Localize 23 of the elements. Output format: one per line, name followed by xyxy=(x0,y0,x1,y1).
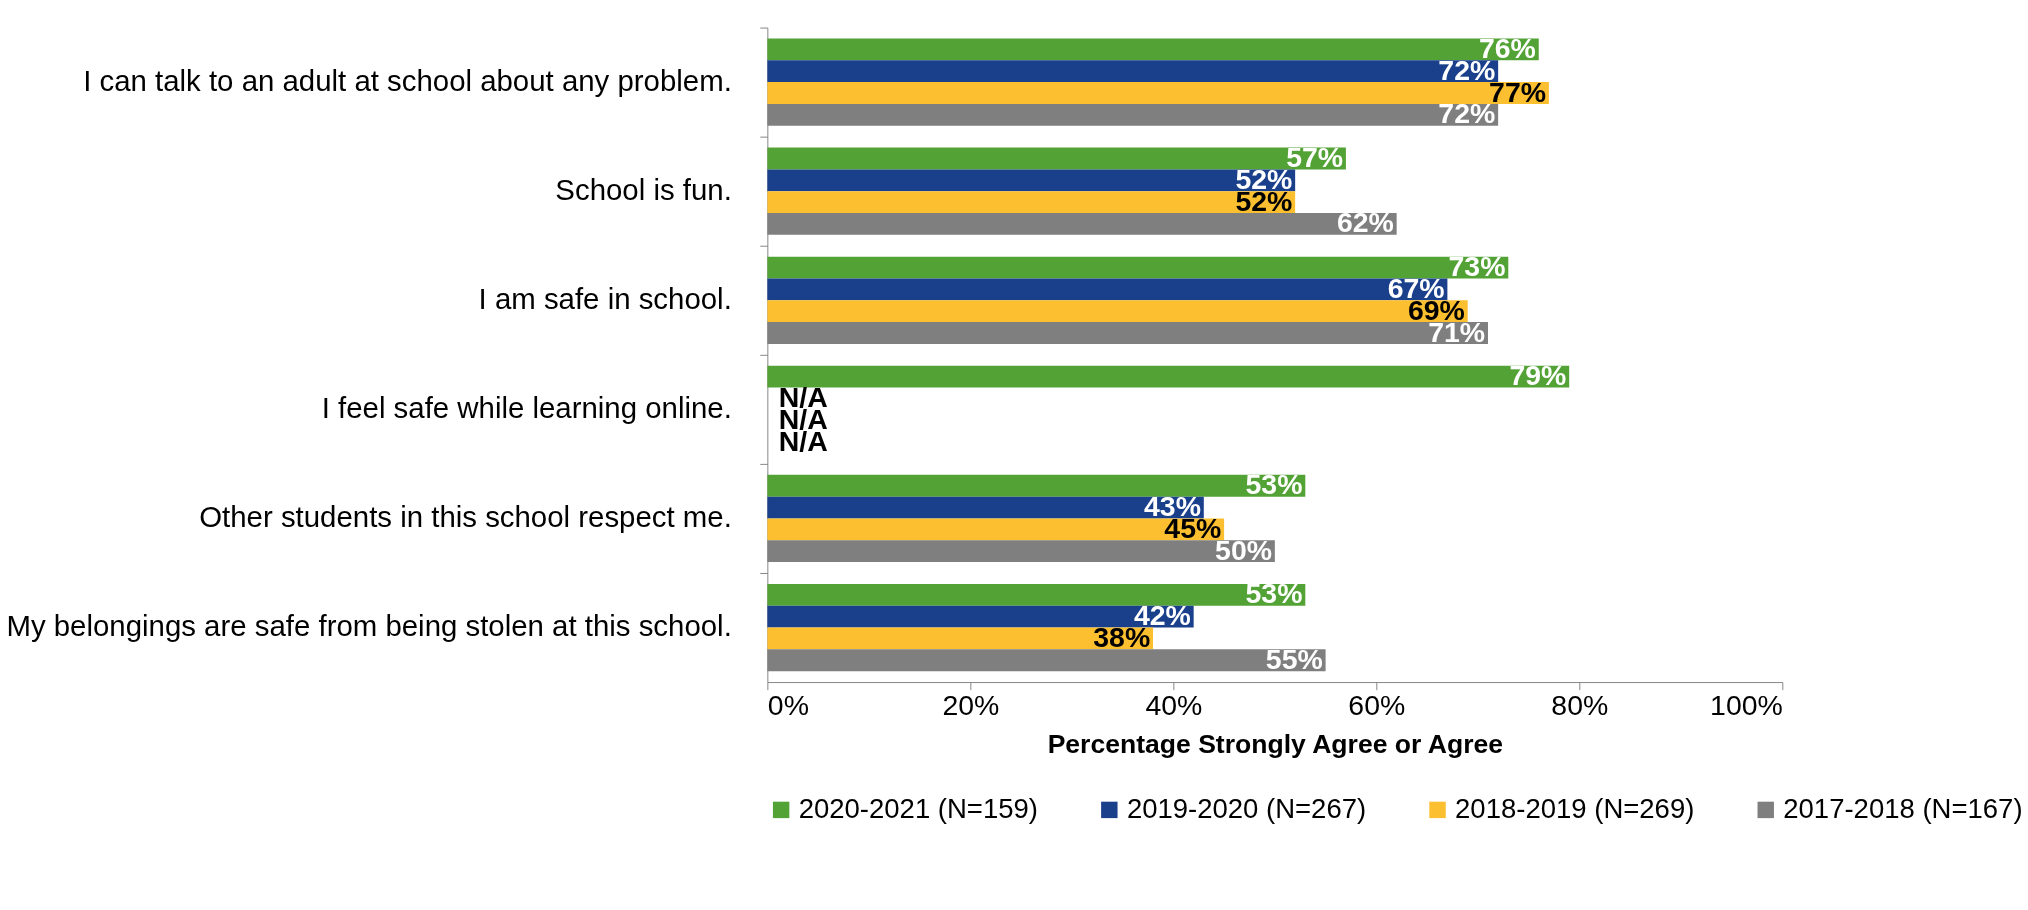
y-tick-label: I feel safe while learning online. xyxy=(321,390,732,424)
legend-label: 2017-2018 (N=167) xyxy=(1783,793,2023,825)
data-label: 55% xyxy=(1265,642,1323,675)
legend-label: 2019-2020 (N=267) xyxy=(1126,793,1367,825)
y-tick-label: My belongings are safe from being stolen at this school. xyxy=(6,609,732,643)
x-tick-label: 80% xyxy=(1551,688,1609,721)
y-tick-label: I can talk to an adult at school about any problem. xyxy=(83,63,732,97)
data-label: 53% xyxy=(1245,577,1303,610)
data-label: 62% xyxy=(1336,206,1394,239)
data-label: 53% xyxy=(1245,468,1303,501)
x-tick-label: 0% xyxy=(767,688,809,721)
y-tick-label: I am safe in school. xyxy=(478,281,732,315)
legend-label: 2020-2021 (N=159) xyxy=(798,793,1038,825)
legend-label: 2018-2019 (N=269) xyxy=(1455,793,1695,825)
data-label: 79% xyxy=(1509,359,1567,392)
x-axis-title: Percentage Strongly Agree or Agree xyxy=(1047,728,1504,759)
x-tick-label: 60% xyxy=(1348,688,1406,721)
y-tick-label: Other students in this school respect me. xyxy=(199,499,732,533)
x-tick-label: 100% xyxy=(1710,688,1783,721)
data-label: 73% xyxy=(1448,250,1506,283)
x-tick-label: 40% xyxy=(1145,688,1203,721)
y-tick-label: School is fun. xyxy=(555,172,732,206)
x-tick-label: 20% xyxy=(942,688,1000,721)
